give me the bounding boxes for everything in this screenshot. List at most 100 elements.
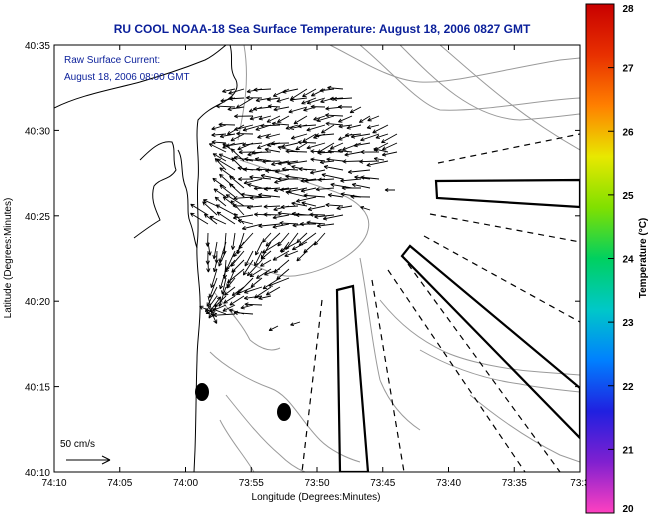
- current-vector-arrow: [289, 97, 308, 102]
- current-vector-arrow: [218, 122, 236, 127]
- colorbar-tick-label: 23: [622, 318, 634, 329]
- current-vector-arrow: [326, 157, 344, 162]
- current-vector-arrow: [240, 192, 263, 198]
- current-vector-arrow: [271, 121, 290, 126]
- current-vector-arrow: [244, 250, 254, 267]
- current-vector-arrow: [233, 196, 254, 201]
- current-vector-arrow: [285, 174, 308, 180]
- current-vector-arrow: [290, 321, 301, 327]
- current-vector-arrow: [257, 133, 272, 139]
- current-vector-arrow: [290, 133, 308, 140]
- current-vector-arrow: [293, 115, 308, 125]
- bathymetry-contours: [209, 45, 580, 472]
- current-vector-arrow: [212, 259, 218, 273]
- current-vector-arrow: [285, 190, 308, 198]
- current-vector-arrow: [256, 167, 272, 172]
- x-tick-label: 74:05: [107, 478, 132, 489]
- current-vector-arrow: [256, 268, 272, 279]
- current-vector-arrow: [260, 259, 272, 267]
- current-vector-arrow: [212, 153, 227, 162]
- current-vector-arrow: [329, 96, 344, 101]
- current-vector-arrow: [351, 182, 371, 189]
- current-vector-arrow: [263, 204, 281, 209]
- current-vector-arrow: [242, 142, 263, 147]
- current-vector-arrow: [266, 115, 281, 123]
- current-vector-arrow: [381, 151, 398, 157]
- current-vector-arrow: [228, 88, 245, 95]
- current-vector-arrow: [274, 169, 290, 174]
- current-vector-arrow: [268, 277, 290, 287]
- current-vector-arrow: [215, 204, 236, 216]
- current-vector-arrow: [223, 286, 236, 296]
- current-vector-arrow: [233, 310, 254, 315]
- current-vector-arrow: [261, 241, 281, 254]
- current-vector-arrow: [219, 133, 236, 139]
- current-vector-arrow: [366, 160, 389, 167]
- current-vector-arrow: [316, 115, 335, 123]
- current-vector-arrow: [258, 295, 272, 301]
- marker-blob-west: [195, 383, 209, 401]
- current-vector-arrow: [238, 177, 254, 182]
- colorbar-tick-label: 26: [622, 127, 634, 138]
- current-vector-arrow: [300, 187, 317, 193]
- current-vector-arrow: [246, 259, 263, 277]
- current-vector-arrow: [211, 124, 227, 131]
- current-vector-arrow: [260, 250, 272, 260]
- current-vector-arrow: [267, 104, 281, 109]
- current-vector-arrow: [233, 155, 254, 162]
- current-vector-arrow: [297, 123, 317, 129]
- x-tick-label: 74:00: [173, 478, 198, 489]
- current-vector-arrow: [282, 88, 299, 94]
- current-vector-arrow: [215, 104, 236, 109]
- current-vector-arrow: [298, 166, 317, 172]
- y-axis-ticks: 40:35 40:30 40:25 40:20 40:15 40:10: [25, 41, 580, 479]
- current-vector-arrow: [372, 124, 389, 134]
- current-vector-arrow: [273, 106, 290, 112]
- current-vector-arrow: [218, 250, 227, 267]
- current-vector-arrow: [254, 250, 263, 267]
- current-vector-arrow: [276, 115, 290, 123]
- channel-east: [434, 178, 580, 209]
- shipping-lanes: [335, 178, 580, 472]
- current-vector-arrow: [249, 268, 263, 278]
- current-vector-arrow: [244, 302, 263, 307]
- current-vector-arrow: [309, 212, 326, 217]
- current-vector-arrow: [219, 173, 236, 189]
- current-vector-arrow: [262, 159, 281, 164]
- channel-southeast: [400, 244, 580, 440]
- y-tick-label: 40:20: [25, 297, 50, 308]
- current-vector-arrow: [230, 133, 245, 142]
- current-vector-arrow: [270, 141, 290, 146]
- current-vector-arrow: [230, 232, 236, 250]
- current-vector-arrow: [279, 241, 299, 252]
- current-vector-arrow: [242, 124, 263, 132]
- current-vector-arrow: [190, 203, 209, 216]
- current-vector-arrow: [325, 121, 344, 126]
- current-vector-arrow: [375, 133, 389, 139]
- current-vector-arrow: [255, 241, 263, 256]
- current-vector-arrow: [341, 185, 362, 191]
- current-vector-arrow: [296, 250, 308, 262]
- map-frame: [53, 44, 581, 473]
- x-axis-ticks: 74:10 74:05 74:00 73:55 73:50 73:45 73:40 73:35…: [41, 45, 590, 489]
- current-vector-arrow: [272, 88, 290, 97]
- current-vector-arrow: [321, 173, 344, 180]
- current-vector-arrow: [295, 196, 317, 203]
- current-vector-arrow: [263, 212, 281, 217]
- current-vector-arrow: [208, 143, 227, 153]
- colorbar-tick-label: 24: [622, 255, 634, 266]
- current-vector-arrow: [249, 115, 263, 121]
- current-vector-arrow: [207, 304, 218, 324]
- current-vector-arrow: [323, 164, 344, 171]
- current-vector-arrow: [281, 167, 299, 172]
- sandy-hook: [177, 149, 198, 249]
- current-vector-arrow: [236, 131, 254, 136]
- current-vector-arrow: [291, 241, 308, 251]
- current-vector-arrow: [342, 142, 362, 151]
- y-tick-label: 40:30: [25, 126, 50, 137]
- current-vector-arrow: [309, 169, 326, 175]
- current-vector-arrow: [353, 142, 371, 148]
- current-vector-arrow: [303, 193, 326, 198]
- current-vector-arrow: [258, 192, 281, 198]
- current-vector-arrow: [360, 205, 371, 211]
